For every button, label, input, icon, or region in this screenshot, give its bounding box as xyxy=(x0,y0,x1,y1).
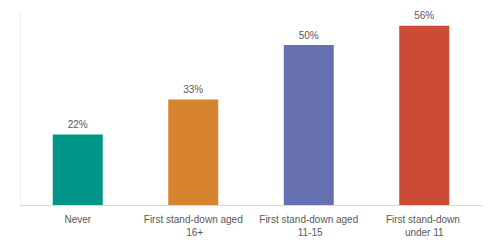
svg-text:50%: 50% xyxy=(299,30,319,41)
svg-text:33%: 33% xyxy=(183,84,203,95)
svg-text:First stand-down aged: First stand-down aged xyxy=(144,214,243,225)
svg-text:Never: Never xyxy=(64,214,91,225)
svg-text:First stand-down aged: First stand-down aged xyxy=(259,214,358,225)
svg-text:56%: 56% xyxy=(414,10,434,21)
svg-text:11-15: 11-15 xyxy=(295,227,323,238)
svg-text:under 11: under 11 xyxy=(405,227,444,238)
svg-text:First stand-down: First stand-down xyxy=(386,214,463,225)
svg-text:22%: 22% xyxy=(68,119,88,130)
svg-text:16+: 16+ xyxy=(183,227,203,238)
